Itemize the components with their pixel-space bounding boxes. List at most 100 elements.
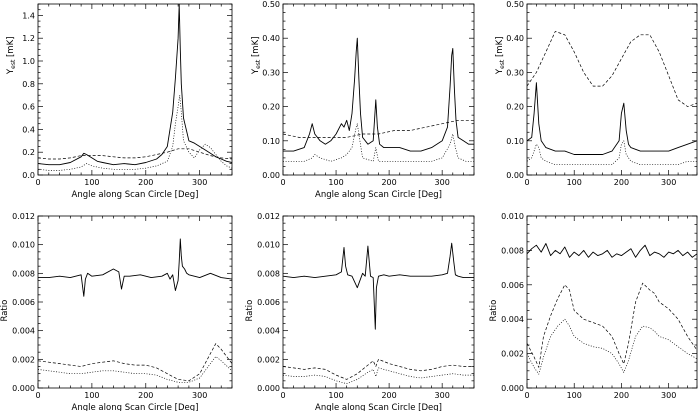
y-tick-label: 0.2: [22, 148, 35, 157]
panel-1: 0 100 200 300 0.0 0.2 0.4 0.6 0.8 1.0 1.2 1.4 Angle …: [6, 3, 233, 200]
series-group: [38, 4, 232, 171]
x-tick-label: 0: [35, 178, 40, 187]
y-tick-label: 0.10: [262, 137, 280, 146]
x-tick-label: 100: [567, 391, 582, 400]
series-line-dotted: [283, 123, 474, 162]
series-line-solid: [283, 242, 474, 330]
x-tick-label: 300: [192, 391, 207, 400]
x-tick-label: 100: [328, 178, 343, 187]
plot-frame: [37, 215, 233, 389]
series-line-dotted: [527, 318, 697, 375]
y-tick-label: 0.40: [506, 34, 524, 43]
series-group: [527, 31, 697, 166]
series-line-dashed: [38, 148, 232, 160]
y-label-unit: [mK]: [495, 37, 505, 60]
series-line-solid: [38, 238, 232, 297]
y-tick-label: 0.002: [12, 355, 35, 364]
x-tick-label: 300: [435, 391, 450, 400]
y-tick-label: 0.30: [262, 68, 280, 77]
series-line-dashed: [283, 119, 474, 138]
x-tick-label: 0: [524, 391, 529, 400]
y-tick-label: 0.012: [12, 212, 35, 221]
y-tick-label: 0.012: [257, 212, 280, 221]
x-axis-label: Angle along Scan Circle [Deg]: [72, 403, 199, 411]
y-tick-label: 1.2: [22, 34, 35, 43]
x-tick-label: 300: [192, 178, 207, 187]
y-tick-label: 0.010: [501, 212, 524, 221]
y-tick-label: 0.008: [257, 269, 280, 278]
y-tick-label: 0.50: [262, 0, 280, 9]
series-line-dashed: [527, 282, 697, 368]
y-label-main: Y: [6, 68, 16, 75]
y-tick-label: 0.004: [501, 315, 524, 324]
plot-frame: [526, 3, 698, 176]
y-tick-label: 0.002: [257, 355, 280, 364]
y-tick-label: 0.004: [12, 327, 35, 336]
y-tick-label: 0.010: [12, 241, 35, 250]
x-tick-label: 300: [435, 178, 450, 187]
x-axis-label: Angle along Scan Circle [Deg]: [72, 190, 199, 200]
series-line-dotted: [38, 356, 232, 383]
y-tick-label: 0.20: [506, 103, 524, 112]
series-group: [38, 238, 232, 383]
y-label-unit: [mK]: [251, 37, 261, 60]
panel-5: 0 100 200 300 0.000 0.002 0.004 0.006 0.008 0.010…: [245, 212, 475, 413]
y-tick-label: 0.000: [501, 384, 524, 393]
x-tick-label: 200: [138, 391, 153, 400]
series-line-solid: [527, 243, 697, 258]
y-tick-label: 1.4: [22, 11, 35, 20]
series-line-solid: [283, 37, 474, 152]
panel-4: 0 100 200 300 0.000 0.002 0.004 0.006 0.008 0.010…: [0, 212, 233, 413]
x-tick-label: 200: [381, 178, 396, 187]
series-group: [283, 242, 474, 385]
y-tick-label: 0.00: [262, 171, 280, 180]
series-group: [283, 37, 474, 162]
y-tick-label: 1.0: [22, 57, 35, 66]
x-tick-label: 200: [138, 178, 153, 187]
y-tick-label: 0.006: [501, 281, 524, 290]
x-axis-label: Angle along Scan Circle [Deg]: [315, 403, 442, 411]
y-tick-label: 0.6: [22, 103, 35, 112]
y-tick-label: 0.008: [501, 246, 524, 255]
y-label-main: Y: [495, 68, 505, 75]
series-line-dashed: [38, 343, 232, 382]
y-tick-label: 0.004: [257, 327, 280, 336]
x-axis-label: Angle along Scan Circle [Deg]: [315, 190, 442, 200]
y-label-sub: est: [255, 59, 262, 69]
y-label-sub: est: [10, 59, 17, 69]
x-tick-label: 200: [614, 391, 629, 400]
series-group: [527, 243, 697, 375]
x-tick-label: 100: [567, 178, 582, 187]
panel-2: 0 100 200 300 0.00 0.10 0.20 0.30 0.40 0.50 Angle …: [251, 0, 475, 200]
y-tick-label: 0.008: [12, 269, 35, 278]
x-tick-label: 0: [35, 391, 40, 400]
y-tick-label: 0.8: [22, 80, 35, 89]
panel-6: 0 100 200 300 0.000 0.002 0.004 0.006 0.008 0.010…: [489, 212, 698, 400]
x-tick-label: 0: [280, 391, 285, 400]
y-tick-label: 0.50: [506, 0, 524, 9]
y-tick-label: 0.000: [12, 384, 35, 393]
y-axis-label: Yest [mK]: [251, 37, 262, 76]
y-tick-label: 0.30: [506, 68, 524, 77]
x-tick-label: 200: [614, 178, 629, 187]
panel-3: 0 100 200 300 0.00 0.10 0.20 0.30 0.40 0.50 Yest […: [495, 0, 698, 187]
x-tick-label: 0: [524, 178, 529, 187]
x-tick-label: 200: [381, 391, 396, 400]
y-axis-label: Yest [mK]: [495, 37, 506, 76]
y-tick-label: 0.0: [22, 171, 35, 180]
x-tick-label: 100: [328, 391, 343, 400]
series-line-solid: [527, 82, 697, 155]
x-tick-label: 0: [280, 178, 285, 187]
y-tick-label: 0.000: [257, 384, 280, 393]
y-label-sub: est: [499, 59, 506, 69]
y-tick-label: 0.10: [506, 137, 524, 146]
y-axis-label: Ratio: [0, 300, 10, 322]
series-line-dotted: [283, 367, 474, 385]
plot-frame: [526, 215, 698, 389]
y-tick-label: 0.002: [501, 350, 524, 359]
y-axis-label: Yest [mK]: [6, 37, 17, 76]
x-tick-label: 300: [661, 178, 676, 187]
series-line-dotted: [38, 94, 232, 171]
